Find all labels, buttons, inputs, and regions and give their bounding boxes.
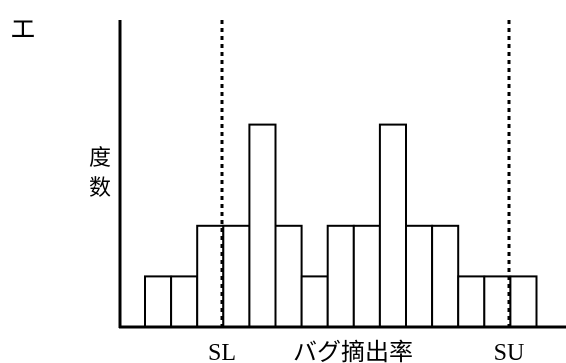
histogram-bar: [378, 123, 407, 328]
histogram-bar: [144, 275, 173, 328]
reference-labels-group: SL SU: [208, 340, 524, 363]
histogram-bar: [431, 224, 460, 328]
histogram-bar: [352, 224, 381, 328]
histogram-bar: [405, 224, 434, 328]
x-axis-label: バグ摘出率: [293, 338, 413, 363]
y-axis-label-char-1: 度: [89, 146, 111, 171]
histogram-bar: [483, 275, 512, 328]
histogram-bar: [222, 224, 251, 328]
reference-label-su: SU: [494, 340, 525, 363]
histogram-bar: [509, 275, 538, 328]
y-axis-label-char-2: 数: [89, 176, 111, 201]
histogram-bar: [196, 224, 225, 328]
histogram-bar: [170, 275, 199, 328]
histogram-bar: [274, 224, 303, 328]
histogram-bar: [300, 275, 329, 328]
histogram-bar: [326, 224, 355, 328]
reference-label-sl: SL: [208, 340, 236, 363]
reference-lines-group: [220, 20, 511, 327]
histogram-bar: [248, 123, 277, 328]
histogram-bar: [457, 275, 486, 328]
bars-group: [144, 123, 538, 328]
panel-label: エ: [10, 15, 36, 45]
